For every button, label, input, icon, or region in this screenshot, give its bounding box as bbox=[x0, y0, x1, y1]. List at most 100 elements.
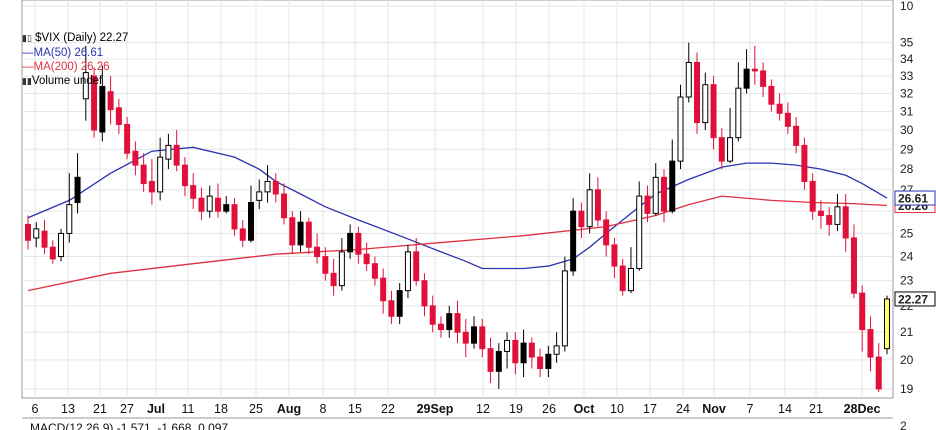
candle-body bbox=[652, 176, 659, 214]
ma50-line bbox=[27, 146, 888, 270]
legend-symbol: ▮▯ $VIX (Daily) 22.27 bbox=[22, 31, 128, 46]
candle-body bbox=[578, 210, 585, 228]
candle-body bbox=[404, 251, 411, 292]
x-tick-label: 19 bbox=[509, 402, 523, 416]
legend-ma50: —MA(50) 26.61 bbox=[22, 47, 104, 59]
bar-chart-icon: ▮▮ bbox=[22, 77, 32, 87]
candle-body bbox=[537, 356, 544, 369]
x-tick-label: 6 bbox=[32, 402, 39, 416]
last-price-tag-box bbox=[894, 291, 936, 307]
candle-body bbox=[768, 85, 775, 105]
candle-body bbox=[91, 75, 98, 131]
x-tick-label: 14 bbox=[778, 402, 792, 416]
y-tick-label: 32 bbox=[900, 86, 914, 100]
candle-body bbox=[355, 232, 362, 255]
candle-body bbox=[743, 68, 750, 89]
candle-body bbox=[281, 193, 288, 219]
candle-body bbox=[289, 217, 296, 246]
candle-body bbox=[82, 72, 89, 100]
x-tick-label: 10 bbox=[610, 402, 624, 416]
candle-body bbox=[214, 197, 221, 212]
x-tick-label: 24 bbox=[676, 402, 690, 416]
x-tick-label: 18 bbox=[214, 402, 228, 416]
x-tick-label: 27 bbox=[120, 402, 134, 416]
ma50-price-tag-text: 26.61 bbox=[898, 192, 928, 206]
y-tick-label: 19 bbox=[900, 382, 914, 396]
x-tick-label: 21 bbox=[809, 402, 823, 416]
candle-body bbox=[520, 342, 527, 364]
candle-body bbox=[206, 195, 213, 212]
candle-body bbox=[586, 189, 593, 228]
y-tick-label: 28 bbox=[900, 162, 914, 176]
candle-body bbox=[809, 180, 816, 212]
candle-body bbox=[239, 228, 246, 241]
x-tick-label: Nov bbox=[702, 402, 726, 416]
candle-body bbox=[735, 87, 742, 139]
candle-body bbox=[727, 137, 734, 162]
candle-body bbox=[41, 230, 48, 248]
candle-body bbox=[471, 326, 478, 344]
candle-body bbox=[66, 204, 73, 234]
candle-body bbox=[396, 290, 403, 317]
ma50-price-tag-box bbox=[894, 190, 936, 206]
x-tick-label: 29Sep bbox=[417, 402, 454, 416]
candle-body bbox=[446, 313, 453, 331]
candle-body bbox=[545, 353, 552, 369]
candle-body bbox=[570, 210, 577, 272]
candle-body bbox=[165, 144, 172, 160]
candle-body bbox=[636, 195, 643, 269]
x-tick-label: Jul bbox=[147, 402, 165, 416]
candle-body bbox=[553, 345, 560, 355]
candle-body bbox=[817, 210, 824, 217]
x-tick-label: 12 bbox=[476, 402, 490, 416]
candle-body bbox=[190, 185, 197, 199]
candle-body bbox=[495, 350, 502, 372]
candle-body bbox=[859, 292, 866, 331]
candle-body bbox=[611, 244, 618, 267]
y-tick-label: 25 bbox=[900, 226, 914, 240]
candle-body bbox=[124, 123, 131, 154]
candle-body bbox=[231, 204, 238, 230]
candle-body bbox=[834, 206, 841, 225]
legend-ma50-text: MA(50) 26.61 bbox=[33, 47, 104, 59]
candle-body bbox=[363, 253, 370, 265]
x-tick-label: 25 bbox=[249, 402, 263, 416]
candle-body bbox=[694, 61, 701, 124]
candle-body bbox=[198, 197, 205, 212]
x-tick-label: Aug bbox=[277, 402, 301, 416]
x-tick-label: 7 bbox=[747, 402, 754, 416]
candle-body bbox=[801, 144, 808, 182]
candle-body bbox=[660, 176, 667, 212]
candle-body bbox=[751, 68, 758, 72]
candle-body bbox=[338, 251, 345, 287]
candle-body bbox=[314, 246, 321, 258]
y-tick-label: 24 bbox=[900, 250, 914, 264]
candle-body bbox=[148, 180, 155, 193]
candle-body bbox=[776, 103, 783, 114]
candle-body bbox=[272, 180, 279, 195]
candle-body bbox=[421, 280, 428, 307]
candle-body bbox=[850, 237, 857, 294]
candle-body bbox=[347, 232, 354, 253]
macd-legend: MACD(12,26,9) -1.571, -1.668, 0.097 bbox=[30, 421, 228, 430]
candle-body bbox=[487, 348, 494, 372]
candle-body bbox=[718, 137, 725, 162]
candle-body bbox=[140, 164, 147, 185]
legend-ma200-text: MA(200) 26.26 bbox=[33, 61, 110, 73]
candle-icon: ▮▯ bbox=[22, 34, 32, 44]
candle-body bbox=[132, 150, 139, 166]
candle-body bbox=[826, 215, 833, 225]
y-tick-label: 35 bbox=[900, 36, 914, 50]
candle-body bbox=[33, 228, 40, 239]
y-tick-label: 21 bbox=[900, 325, 914, 339]
candle-body bbox=[627, 267, 634, 292]
x-tick-label: 13 bbox=[61, 402, 75, 416]
candle-body bbox=[264, 180, 271, 193]
candle-body bbox=[437, 323, 444, 331]
x-tick-label: 21 bbox=[93, 402, 107, 416]
candle-body bbox=[107, 91, 114, 111]
candle-body bbox=[223, 204, 230, 212]
candle-body bbox=[454, 313, 461, 333]
candle-body bbox=[760, 70, 767, 87]
chart-legend: ▮▯ $VIX (Daily) 22.27 —MA(50) 26.61 —MA(… bbox=[22, 31, 128, 89]
